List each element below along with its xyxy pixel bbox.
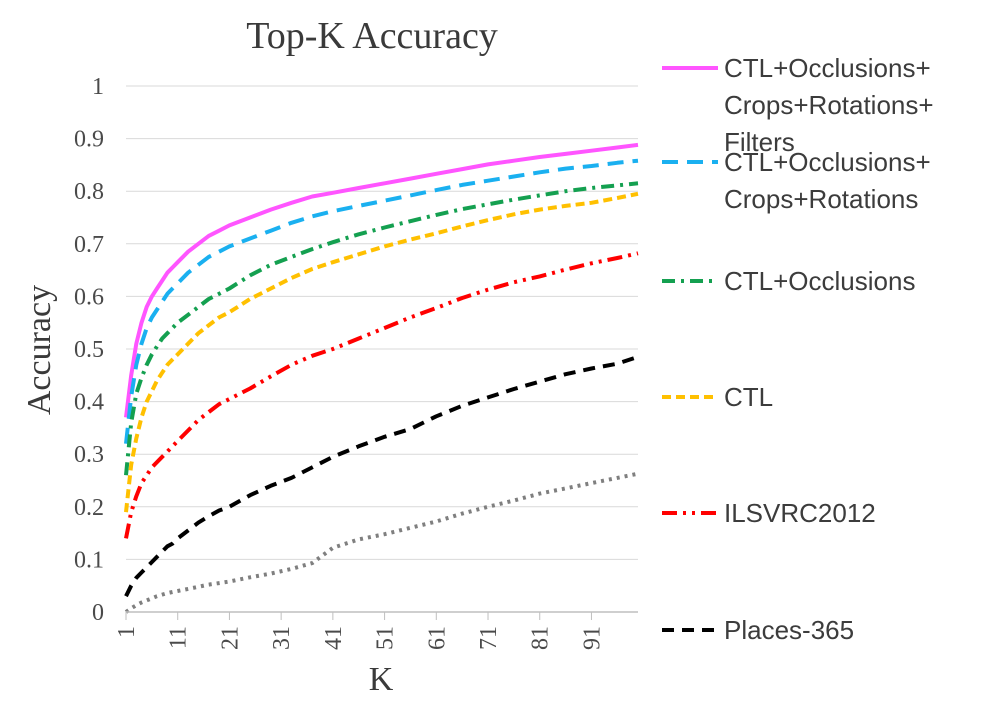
series-line-5 — [124, 354, 639, 598]
series-line-1 — [124, 158, 639, 444]
x-tick-label: 11 — [166, 626, 192, 649]
x-tick-label: 51 — [373, 626, 399, 650]
x-tick-label: 81 — [528, 626, 554, 650]
y-axis-ticks: 0 0.1 0.2 0.3 0.4 0.5 0.6 0.7 0.8 0.9 1 — [74, 74, 104, 626]
x-tick-label: 1 — [114, 626, 140, 638]
y-tick-label: 0 — [92, 600, 104, 626]
y-tick-label: 1 — [92, 74, 104, 100]
legend-label: Filters — [724, 127, 795, 157]
y-tick-label: 0.4 — [74, 390, 104, 416]
series-line-2 — [124, 181, 639, 476]
x-axis-ticks: 1 11 21 31 41 51 61 71 81 91 — [114, 612, 605, 650]
x-tick-label: 21 — [217, 626, 243, 650]
x-tick-label: 41 — [321, 626, 347, 650]
x-tick-label: 71 — [476, 626, 502, 650]
x-tick-label: 91 — [579, 626, 605, 650]
series-line-6 — [124, 471, 639, 614]
y-axis-label: Accuracy — [21, 285, 58, 415]
series-line-3 — [124, 191, 639, 513]
legend-label: CTL+Occlusions+ — [724, 147, 931, 177]
gridlines — [126, 85, 638, 560]
legend-label: CTL — [724, 382, 773, 412]
y-tick-label: 0.7 — [74, 232, 104, 258]
y-tick-label: 0.5 — [74, 337, 104, 363]
y-tick-label: 0.2 — [74, 495, 104, 521]
legend: CTL+Occlusions+Crops+Rotations+FiltersCT… — [662, 53, 934, 645]
x-tick-label: 61 — [424, 626, 450, 650]
y-tick-label: 0.3 — [74, 442, 104, 468]
legend-label: CTL+Occlusions — [724, 266, 915, 296]
series-line-0 — [124, 142, 639, 418]
y-tick-label: 0.9 — [74, 127, 104, 153]
chart-title: Top-K Accuracy — [246, 15, 498, 57]
series-lines — [124, 142, 639, 614]
series-line-4 — [124, 251, 639, 539]
legend-label: Crops+Rotations+ — [724, 90, 934, 120]
x-tick-label: 31 — [269, 626, 295, 650]
y-tick-label: 0.8 — [74, 179, 104, 205]
legend-label: ILSVRC2012 — [724, 498, 876, 528]
legend-label: Crops+Rotations — [724, 184, 918, 214]
y-tick-label: 0.1 — [74, 547, 104, 573]
x-axis-label: K — [369, 661, 394, 698]
y-tick-label: 0.6 — [74, 284, 104, 310]
legend-label: CTL+Occlusions+ — [724, 53, 931, 83]
legend-label: Places-365 — [724, 615, 854, 645]
